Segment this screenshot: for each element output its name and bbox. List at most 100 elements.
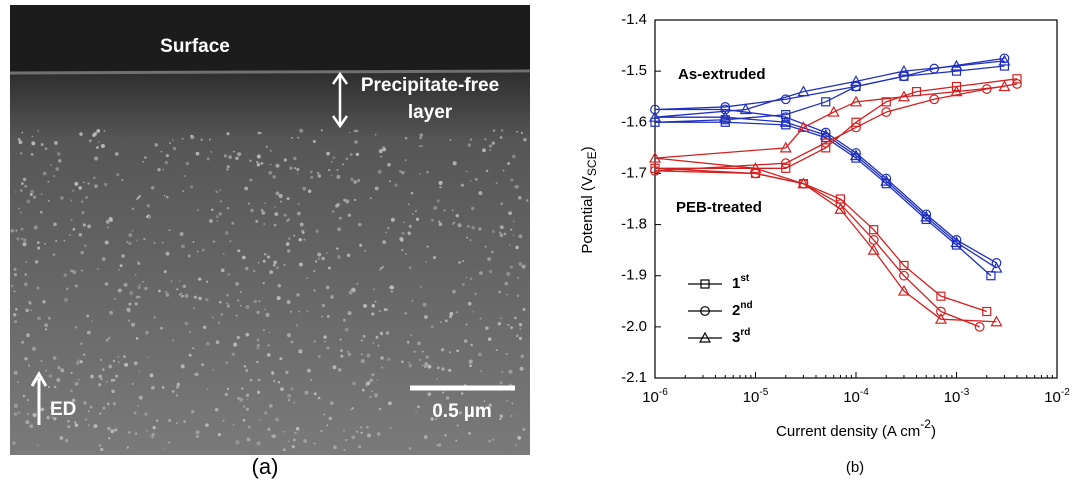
speckle	[522, 427, 526, 431]
speckle	[165, 195, 169, 199]
speckle	[323, 335, 327, 339]
speckle	[198, 296, 202, 301]
speckle	[328, 169, 331, 172]
speckle	[107, 337, 110, 341]
speckle	[102, 406, 106, 410]
speckle	[514, 316, 517, 320]
speckle	[389, 427, 392, 429]
speckle	[259, 131, 262, 135]
speckle	[67, 419, 70, 423]
marker	[1012, 79, 1022, 89]
speckle	[212, 368, 215, 371]
speckle	[53, 222, 57, 227]
speckle	[233, 342, 238, 347]
speckle	[479, 406, 483, 410]
speckle	[37, 316, 41, 321]
speckle	[30, 189, 35, 194]
speckle	[286, 333, 292, 338]
speckle	[25, 261, 28, 264]
speckle	[506, 271, 511, 276]
speckle	[408, 447, 412, 450]
speckle	[360, 353, 363, 356]
speckle	[492, 438, 495, 441]
speckle	[449, 315, 453, 319]
speckle	[113, 379, 116, 382]
speckle	[408, 224, 412, 228]
speckle	[188, 353, 192, 357]
speckle	[508, 243, 511, 246]
speckle	[293, 234, 296, 237]
speckle	[77, 359, 80, 362]
speckle	[424, 362, 428, 366]
speckle	[495, 349, 498, 352]
speckle	[424, 315, 428, 319]
speckle	[386, 308, 389, 311]
speckle	[427, 392, 432, 397]
speckle	[164, 160, 169, 165]
legend-sup: nd	[740, 300, 752, 311]
speckle	[244, 266, 249, 271]
speckle	[518, 336, 523, 341]
speckle	[71, 189, 75, 193]
speckle	[449, 311, 454, 316]
speckle	[85, 195, 88, 199]
speckle	[405, 253, 407, 255]
speckle	[217, 321, 221, 325]
marker	[749, 162, 762, 173]
speckle	[67, 425, 71, 429]
speckle	[408, 363, 413, 368]
speckle	[20, 152, 23, 155]
speckle	[198, 277, 202, 281]
annotation: PEB-treated	[676, 199, 762, 216]
marker	[897, 284, 910, 296]
speckle	[69, 234, 72, 236]
speckle	[53, 417, 57, 421]
speckle	[53, 140, 58, 145]
speckle	[70, 371, 73, 374]
speckle	[205, 341, 210, 346]
speckle	[237, 152, 242, 157]
speckle	[10, 284, 14, 288]
speckle	[371, 312, 375, 316]
speckle	[350, 408, 353, 411]
speckle	[256, 441, 261, 446]
marker	[780, 158, 791, 169]
speckle	[144, 156, 147, 159]
speckle	[176, 288, 179, 291]
speckle	[427, 364, 432, 369]
speckle	[205, 298, 209, 302]
speckle	[245, 407, 249, 411]
speckle	[387, 357, 391, 361]
speckle	[69, 389, 73, 393]
speckle	[438, 220, 441, 223]
speckle	[511, 154, 516, 159]
caption: (b)	[846, 459, 864, 476]
speckle	[360, 431, 363, 435]
speckle	[348, 131, 351, 134]
speckle	[351, 435, 356, 440]
marker	[950, 59, 963, 71]
speckle	[222, 419, 225, 422]
speckle	[117, 361, 120, 364]
speckle	[350, 288, 353, 291]
speckle	[256, 310, 260, 314]
speckle	[380, 267, 383, 270]
speckle	[178, 293, 181, 296]
speckle	[217, 432, 222, 437]
speckle	[342, 163, 345, 166]
speckle	[499, 381, 503, 385]
speckle	[499, 414, 503, 418]
speckle	[30, 153, 34, 156]
speckle	[302, 231, 305, 235]
speckle	[436, 378, 438, 380]
speckle	[278, 193, 283, 199]
speckle	[260, 161, 264, 165]
speckle	[153, 241, 156, 245]
speckle	[21, 182, 24, 185]
speckle	[443, 209, 446, 212]
speckle	[342, 318, 347, 322]
marker	[820, 137, 831, 148]
speckle	[268, 170, 273, 175]
speckle	[29, 302, 32, 305]
speckle	[252, 269, 256, 273]
